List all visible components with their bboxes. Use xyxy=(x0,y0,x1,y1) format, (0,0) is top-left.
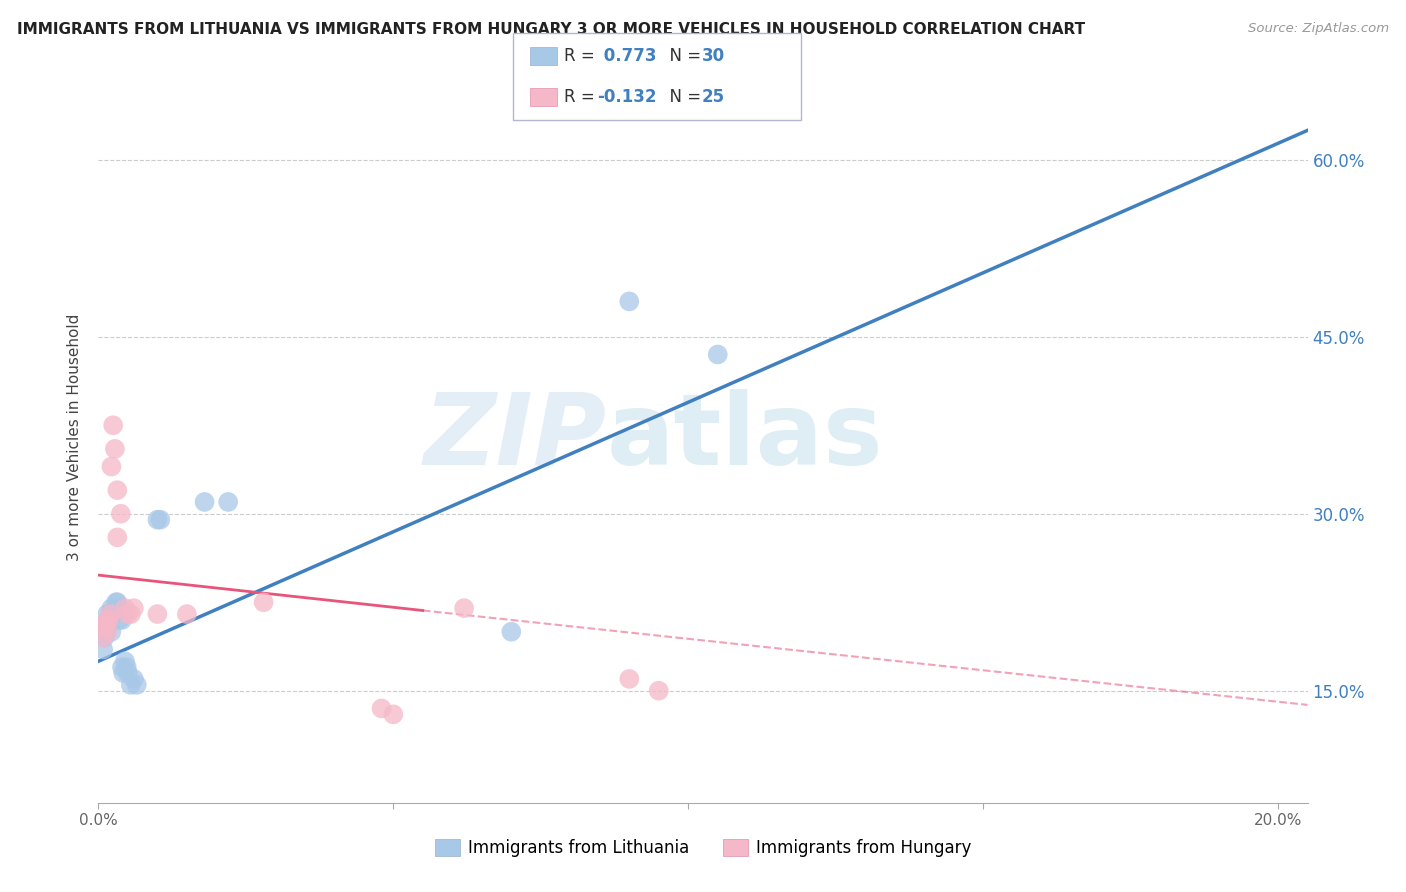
Y-axis label: 3 or more Vehicles in Household: 3 or more Vehicles in Household xyxy=(67,313,83,561)
Point xyxy=(648,683,671,698)
Text: 0.773: 0.773 xyxy=(598,47,657,65)
Point xyxy=(105,483,128,498)
Text: -0.132: -0.132 xyxy=(598,88,657,106)
Point xyxy=(111,613,134,627)
Point xyxy=(146,513,169,527)
Point xyxy=(93,619,115,633)
Point xyxy=(114,654,136,668)
Point xyxy=(98,613,121,627)
Point xyxy=(104,601,127,615)
Point xyxy=(93,631,115,645)
Point xyxy=(370,701,392,715)
Text: 30: 30 xyxy=(702,47,724,65)
Text: Source: ZipAtlas.com: Source: ZipAtlas.com xyxy=(1249,22,1389,36)
Point xyxy=(100,459,122,474)
Text: N =: N = xyxy=(659,47,707,65)
Point xyxy=(94,619,117,633)
Point xyxy=(110,507,132,521)
Point xyxy=(105,595,128,609)
Point xyxy=(94,624,117,639)
Point xyxy=(96,613,118,627)
Point xyxy=(96,607,118,621)
Point xyxy=(96,619,118,633)
Point xyxy=(104,607,127,621)
Point xyxy=(117,666,139,681)
Point xyxy=(117,607,139,621)
Point xyxy=(114,601,136,615)
Point xyxy=(120,678,142,692)
Text: atlas: atlas xyxy=(606,389,883,485)
Point xyxy=(501,624,523,639)
Point xyxy=(453,601,475,615)
Point xyxy=(111,660,134,674)
Point xyxy=(176,607,198,621)
Text: ZIP: ZIP xyxy=(423,389,606,485)
Point xyxy=(706,347,728,361)
Text: R =: R = xyxy=(564,47,600,65)
Point xyxy=(619,672,641,686)
Point xyxy=(98,607,121,621)
Point xyxy=(619,294,641,309)
Point xyxy=(110,601,132,615)
Legend: Immigrants from Lithuania, Immigrants from Hungary: Immigrants from Lithuania, Immigrants fr… xyxy=(427,832,979,864)
Point xyxy=(125,678,148,692)
Point xyxy=(98,607,121,621)
Point xyxy=(101,418,124,433)
Point xyxy=(91,631,114,645)
Point xyxy=(108,613,131,627)
Point xyxy=(120,607,142,621)
Text: N =: N = xyxy=(659,88,707,106)
Point xyxy=(146,607,169,621)
Point xyxy=(100,601,122,615)
Point xyxy=(105,530,128,544)
Point xyxy=(149,513,172,527)
Point xyxy=(194,495,217,509)
Text: 25: 25 xyxy=(702,88,724,106)
Point xyxy=(112,666,135,681)
Point xyxy=(382,707,405,722)
Point xyxy=(122,601,145,615)
Point xyxy=(104,442,127,456)
Text: IMMIGRANTS FROM LITHUANIA VS IMMIGRANTS FROM HUNGARY 3 OR MORE VEHICLES IN HOUSE: IMMIGRANTS FROM LITHUANIA VS IMMIGRANTS … xyxy=(17,22,1085,37)
Text: R =: R = xyxy=(564,88,600,106)
Point xyxy=(91,642,114,657)
Point xyxy=(105,595,128,609)
Point xyxy=(96,624,118,639)
Point xyxy=(115,660,138,674)
Point xyxy=(217,495,239,509)
Point xyxy=(98,613,121,627)
Point xyxy=(100,624,122,639)
Point xyxy=(101,607,124,621)
Point xyxy=(122,672,145,686)
Point xyxy=(252,595,274,609)
